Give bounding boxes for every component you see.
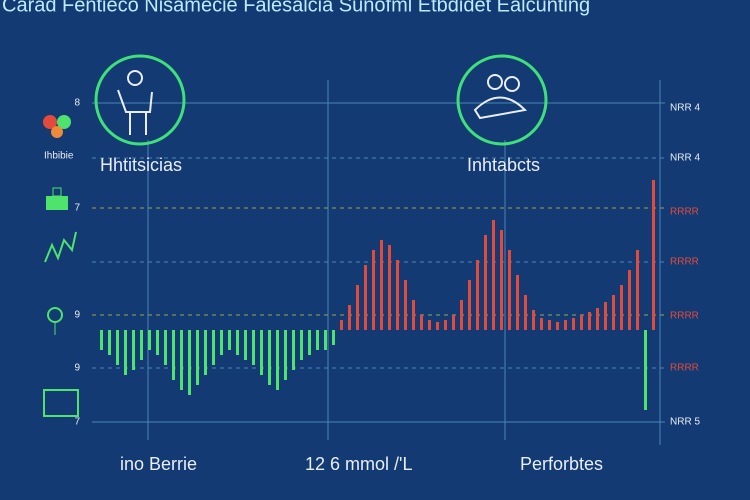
right-label: RRRR [670,311,699,322]
wave-bar [412,300,415,330]
wave-bar [116,330,119,365]
wave-bar [100,330,103,350]
wave-bar [260,330,263,375]
wave-bar [220,330,223,355]
wave-bar [108,330,111,355]
wave-bar [356,285,359,330]
right-label: RRRR [670,363,699,374]
wave-bar [492,220,495,330]
wave-bar [436,322,439,330]
right-label: NRR 4 [670,153,700,164]
wave-bar [444,320,447,330]
wave-bar [452,315,455,330]
title: Carad Fentieco Nisamecie Falesalcia Suno… [2,0,590,16]
wave-bar [268,330,271,385]
wave-bar [620,285,623,330]
wave-bar [348,305,351,330]
footer-label: Perforbtes [520,454,603,474]
wave-bar [316,330,319,350]
left-label: 7 [74,417,80,428]
right-label: RRRR [670,257,699,268]
person-icon [117,70,153,135]
wave-bar [292,330,295,370]
wave-bar [300,330,303,360]
wave-bar [204,330,207,375]
footer-label: 12 6 mmol /'L [305,454,412,474]
wave-bar [364,265,367,330]
wave-bar [148,330,151,350]
caption: Hhtitsicias [100,155,182,175]
icon-label: Ihbibie [44,151,74,162]
right-label: RRRR [670,207,699,218]
wave-bar [580,315,583,330]
wave-bar [340,320,343,330]
wave-bar [628,270,631,330]
wave-bar [468,280,471,330]
wave-bar [124,330,127,375]
footer-label: ino Berrie [120,454,197,474]
wave-bar [156,330,159,355]
wave-bar [196,330,199,385]
wave-bar [596,308,599,330]
wave-bar [372,250,375,330]
wave-bar [396,260,399,330]
wave-bar [164,330,167,365]
left-label: 9 [74,363,80,374]
wave-bar [332,330,335,345]
caption: Inhtabcts [467,155,540,175]
grid [92,80,665,445]
wave-bar [188,330,191,395]
wave-bar [228,330,231,350]
wave-bar [612,295,615,330]
wave-bar [460,300,463,330]
wave-bar [420,315,423,330]
wave-bar [284,330,287,380]
people-icon [473,74,528,120]
wave-bar [524,295,527,330]
wave-bar [604,302,607,330]
wave-bar [532,310,535,330]
wave-bar [132,330,135,370]
wave-bar [404,280,407,330]
wave-bar [172,330,175,380]
wave-bar [588,312,591,330]
left-label: 7 [74,203,80,214]
wave-bar [508,250,511,330]
wave-bar [308,330,311,355]
icon-ring [456,54,548,146]
wave-bar [476,260,479,330]
wave-bar [572,318,575,330]
wave-bar [276,330,279,390]
right-label: NRR 5 [670,417,700,428]
wave-bar [636,250,639,330]
wave-bar [540,318,543,330]
wave-bar [516,275,519,330]
wave-bar [236,330,239,355]
wave-bar [500,230,503,330]
wave-bar [324,330,327,350]
wave-bar [244,330,247,360]
wave-bar [140,330,143,360]
labels: 8 7 9 9 7 NRR 4 NRR 4 RRRR RRRR RRRR RRRR NRR 5 ino … [74,98,700,474]
wave-bar [212,330,215,365]
icon-ring [94,54,186,146]
waveform [100,180,655,410]
wave-bar [652,180,655,330]
wave-bar [548,320,551,330]
wave-bar [380,240,383,330]
wave-bar [252,330,255,365]
wave-bar [180,330,183,390]
wave-bar [428,320,431,330]
wave-bar [644,330,647,410]
left-label: 8 [74,98,80,109]
wave-bar [388,245,391,330]
wave-bar [556,322,559,330]
left-icons [43,115,79,417]
left-label: 9 [74,310,80,321]
wave-bar [564,320,567,330]
right-label: NRR 4 [670,103,700,114]
wave-bar [484,235,487,330]
